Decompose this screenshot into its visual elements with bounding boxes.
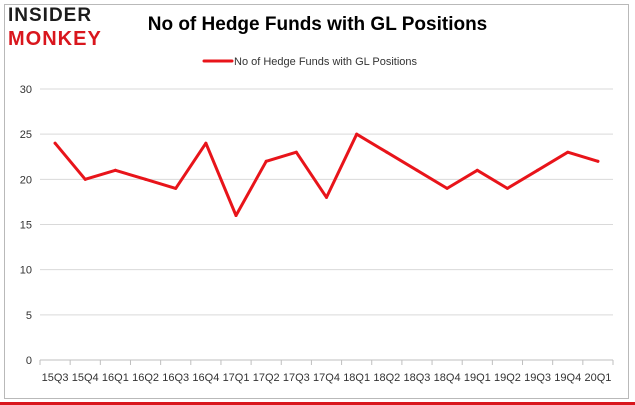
data-point <box>596 159 600 163</box>
x-tick-label: 19Q3 <box>524 372 551 384</box>
data-point <box>536 168 540 172</box>
x-tick-label: 15Q4 <box>72 372 99 384</box>
chart-frame <box>4 4 629 399</box>
x-tick-label: 18Q1 <box>343 372 370 384</box>
x-tick-label: 19Q1 <box>464 372 491 384</box>
data-point <box>264 159 268 163</box>
logo-text-monkey: MONKEY <box>8 28 102 50</box>
y-tick-label: 30 <box>20 84 32 96</box>
y-tick-label: 10 <box>20 265 32 277</box>
x-tick-label: 16Q4 <box>192 372 219 384</box>
x-tick-label: 17Q4 <box>313 372 340 384</box>
legend-label: No of Hedge Funds with GL Positions <box>234 56 418 68</box>
y-tick-label: 0 <box>26 355 32 367</box>
data-point <box>83 177 87 181</box>
data-point <box>204 141 208 145</box>
x-tick-label: 17Q1 <box>223 372 250 384</box>
data-point <box>234 213 238 217</box>
y-tick-label: 15 <box>20 220 32 232</box>
x-tick-label: 16Q2 <box>132 372 159 384</box>
bottom-accent-bar <box>0 402 635 405</box>
data-point <box>144 177 148 181</box>
data-point <box>475 168 479 172</box>
series-line-0 <box>53 132 600 217</box>
y-tick-label: 25 <box>20 129 32 141</box>
insider-monkey-logo: INSIDER MONKEY <box>8 4 118 52</box>
chart-title: No of Hedge Funds with GL Positions <box>147 14 488 35</box>
y-tick-label: 20 <box>20 174 32 186</box>
x-tick-label: 19Q4 <box>554 372 581 384</box>
x-tick-label: 15Q3 <box>42 372 69 384</box>
x-tick-label: 18Q4 <box>434 372 461 384</box>
data-point <box>415 168 419 172</box>
x-tick-label: 17Q3 <box>283 372 310 384</box>
data-point <box>385 150 389 154</box>
data-point <box>113 168 117 172</box>
data-point <box>505 186 509 190</box>
x-tick-label: 19Q2 <box>494 372 521 384</box>
x-tick-label: 16Q1 <box>102 372 129 384</box>
x-tick-label: 20Q1 <box>584 372 611 384</box>
x-tick-label: 16Q3 <box>162 372 189 384</box>
data-point <box>355 132 359 136</box>
x-tick-label: 18Q2 <box>373 372 400 384</box>
x-tick-label: 18Q3 <box>404 372 431 384</box>
data-point <box>445 186 449 190</box>
data-point <box>174 186 178 190</box>
data-point <box>325 195 328 199</box>
data-point <box>294 150 298 154</box>
x-tick-label: 17Q2 <box>253 372 280 384</box>
data-point <box>566 150 570 154</box>
logo-text-insider: INSIDER <box>8 5 93 26</box>
data-point <box>53 141 57 145</box>
y-tick-label: 5 <box>26 310 32 322</box>
